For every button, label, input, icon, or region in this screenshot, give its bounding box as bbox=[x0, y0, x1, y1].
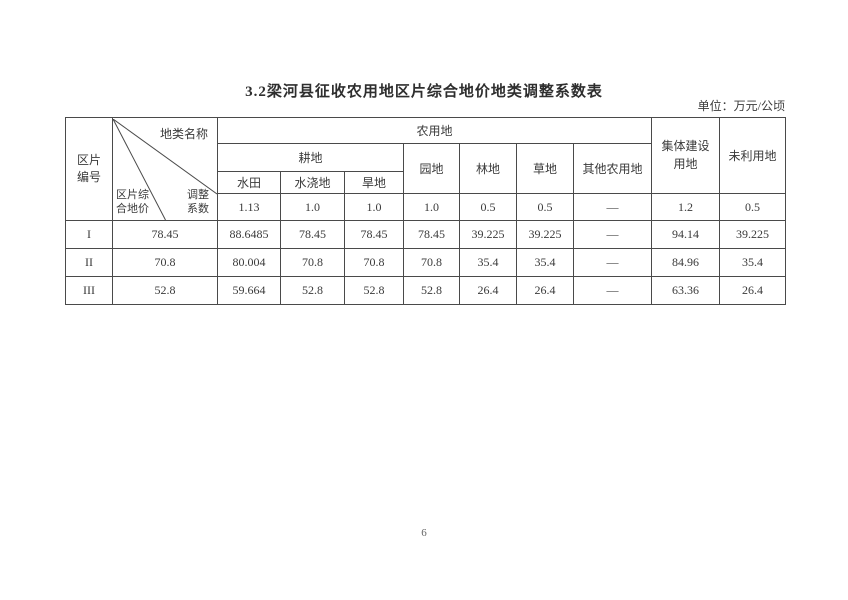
value-cell: 78.45 bbox=[344, 220, 404, 249]
header-collective-construction-land: 集体建设 用地 bbox=[651, 117, 721, 194]
header-grass-land: 草地 bbox=[516, 143, 574, 194]
value-cell: 59.664 bbox=[217, 276, 281, 305]
zone-label-line1: 区片 bbox=[76, 152, 101, 167]
value-cell: 35.4 bbox=[719, 248, 787, 277]
header-other-agricultural-land: 其他农用地 bbox=[572, 143, 653, 194]
value-cell: 52.8 bbox=[280, 276, 345, 305]
zone-id-cell: I bbox=[65, 220, 113, 249]
value-cell: 52.8 bbox=[344, 276, 404, 305]
zone-price-cell: 70.8 bbox=[112, 248, 218, 277]
coeff-cell-grass: 0.5 bbox=[516, 193, 574, 221]
diagonal-corner-cell: 地类名称 区片综 合地价 调整 系数 bbox=[112, 117, 218, 221]
value-cell: 94.14 bbox=[651, 220, 721, 249]
coeff-cell-dry: 1.0 bbox=[344, 193, 404, 221]
value-cell: 70.8 bbox=[403, 248, 460, 277]
value-cell: — bbox=[572, 248, 653, 277]
unit-note: 单位：万元/公顷 bbox=[697, 99, 785, 113]
value-cell: 70.8 bbox=[344, 248, 404, 277]
coefficient-table: 区片 编号 地类名称 区片综 合地价 bbox=[65, 117, 787, 305]
zone-label-line2: 编号 bbox=[76, 170, 101, 184]
value-cell: 35.4 bbox=[459, 248, 517, 277]
header-garden-land: 园地 bbox=[403, 143, 460, 194]
adjust-coeff-label: 调整 系数 bbox=[187, 189, 209, 215]
coeff-cell-unused: 0.5 bbox=[719, 193, 787, 221]
table-title: 3.2梁河县征收农用地区片综合地价地类调整系数表 bbox=[245, 84, 603, 100]
data-row-zone-1: I 78.45 88.6485 78.45 78.45 78.45 39.225… bbox=[65, 220, 787, 249]
header-cultivated-land: 耕地 bbox=[217, 143, 404, 172]
zone-id-cell: III bbox=[65, 276, 113, 305]
header-irrigated-land: 水浇地 bbox=[280, 171, 345, 194]
land-type-name-label: 地类名称 bbox=[159, 126, 208, 141]
value-cell: 70.8 bbox=[280, 248, 345, 277]
header-paddy-field: 水田 bbox=[217, 171, 281, 194]
data-row-zone-2: II 70.8 80.004 70.8 70.8 70.8 35.4 35.4 … bbox=[65, 248, 787, 277]
zone-price-cell: 52.8 bbox=[112, 276, 218, 305]
diagonal-lines bbox=[113, 119, 217, 220]
header-row-3: 水田 水浇地 旱地 bbox=[66, 171, 786, 194]
header-dry-land: 旱地 bbox=[344, 171, 404, 194]
coeff-cell-irrigated: 1.0 bbox=[280, 193, 345, 221]
value-cell: 26.4 bbox=[719, 276, 787, 305]
value-cell: 88.6485 bbox=[217, 220, 281, 249]
header-row-1: 区片 编号 地类名称 区片综 合地价 bbox=[65, 117, 787, 221]
value-cell: 39.225 bbox=[719, 220, 787, 249]
value-cell: 80.004 bbox=[217, 248, 281, 277]
header-zone-number: 区片 编号 bbox=[65, 117, 113, 221]
value-cell: 78.45 bbox=[280, 220, 345, 249]
value-cell: 39.225 bbox=[459, 220, 517, 249]
value-cell: 39.225 bbox=[516, 220, 574, 249]
value-cell: 84.96 bbox=[651, 248, 721, 277]
value-cell: 26.4 bbox=[516, 276, 574, 305]
coeff-cell-garden: 1.0 bbox=[403, 193, 460, 221]
header-unused-land: 未利用地 bbox=[719, 117, 787, 194]
coeff-cell-forest: 0.5 bbox=[459, 193, 517, 221]
data-row-zone-3: III 52.8 59.664 52.8 52.8 52.8 26.4 26.4… bbox=[65, 276, 787, 305]
coeff-cell-paddy: 1.13 bbox=[217, 193, 281, 221]
value-cell: 78.45 bbox=[403, 220, 460, 249]
header-agricultural-land: 农用地 bbox=[216, 117, 653, 144]
value-cell: 35.4 bbox=[516, 248, 574, 277]
header-forest-land: 林地 bbox=[459, 143, 517, 194]
zone-price-label: 区片综 合地价 bbox=[116, 189, 149, 215]
coeff-cell-other-agri: — bbox=[572, 193, 653, 221]
value-cell: — bbox=[572, 220, 653, 249]
zone-id-cell: II bbox=[65, 248, 113, 277]
zone-price-cell: 78.45 bbox=[112, 220, 218, 249]
page-number: 6 bbox=[421, 527, 427, 539]
value-cell: — bbox=[572, 276, 653, 305]
header-row-2: 耕地 园地 林地 草地 其他农用地 bbox=[66, 143, 786, 194]
value-cell: 26.4 bbox=[459, 276, 517, 305]
coefficient-row: 1.13 1.0 1.0 1.0 0.5 0.5 — 1.2 0.5 bbox=[66, 193, 787, 221]
value-cell: 52.8 bbox=[403, 276, 460, 305]
value-cell: 63.36 bbox=[651, 276, 721, 305]
coeff-cell-collective: 1.2 bbox=[651, 193, 721, 221]
